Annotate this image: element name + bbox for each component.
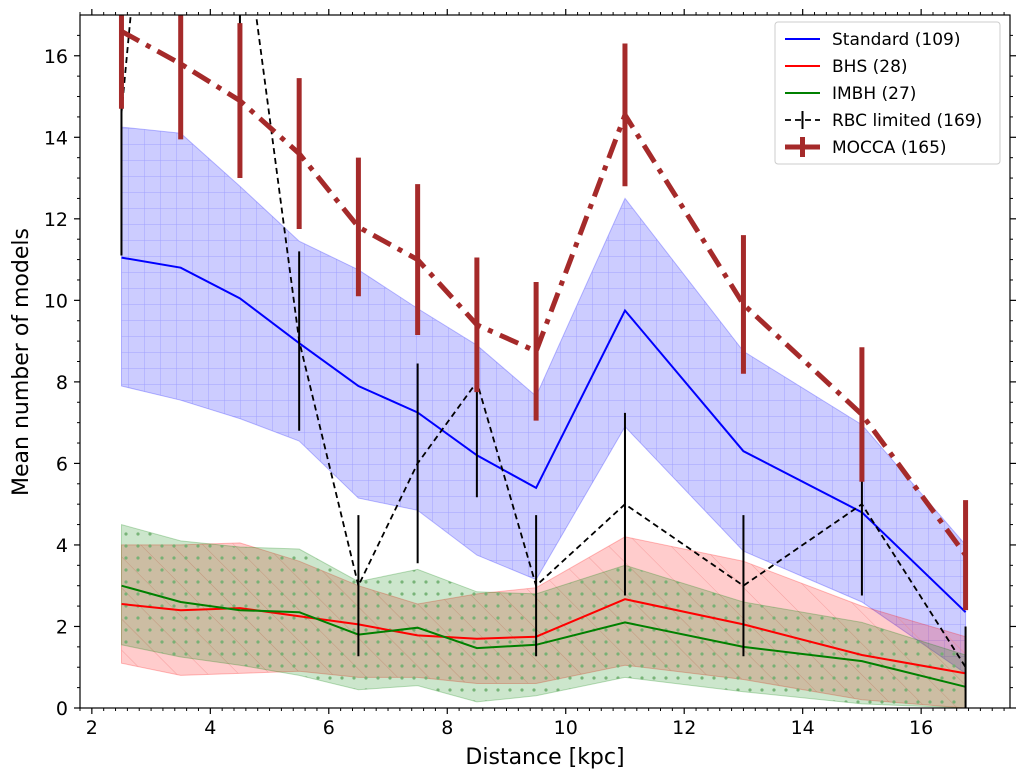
imbh-line <box>121 584 966 688</box>
legend-entry-imbh: IMBH (27) <box>785 84 916 104</box>
legend-entry-mocca: MOCCA (165) <box>785 137 947 158</box>
legend-entry-bhs: BHS (28) <box>785 57 908 77</box>
y-tick-label: 4 <box>56 535 68 557</box>
legend-label: RBC limited (169) <box>832 111 982 131</box>
standard-band-hatch <box>121 127 966 674</box>
y-tick-label: 10 <box>44 290 68 312</box>
series-lines <box>120 15 967 688</box>
x-tick-label: 10 <box>554 717 578 739</box>
x-tick-label: 4 <box>204 717 216 739</box>
x-tick-label: 2 <box>86 717 98 739</box>
x-tick-label: 12 <box>672 717 696 739</box>
standard-line <box>121 256 967 613</box>
legend-entry-standard: Standard (109) <box>785 30 960 50</box>
legend-label: IMBH (27) <box>832 84 916 104</box>
x-axis-label: Distance [kpc] <box>465 745 624 770</box>
x-tick-label: 6 <box>323 717 335 739</box>
x-tick-label: 14 <box>791 717 815 739</box>
error-bars <box>118 15 969 708</box>
y-tick-label: 8 <box>56 372 68 394</box>
legend-box <box>774 21 1001 165</box>
legend-label: Standard (109) <box>832 30 960 50</box>
uncertainty-bands <box>121 126 967 708</box>
rbc-limited-line <box>120 15 967 668</box>
legend-entry-rbc: RBC limited (169) <box>785 111 982 131</box>
y-tick-label: 6 <box>56 453 68 475</box>
y-tick-label: 2 <box>56 616 68 638</box>
y-tick-label: 0 <box>56 698 68 720</box>
legend-label: BHS (28) <box>832 57 908 77</box>
imbh-band-hatch <box>121 524 966 708</box>
x-tick-label: 16 <box>909 717 933 739</box>
y-tick-label: 14 <box>44 127 68 149</box>
y-tick-label: 16 <box>44 46 68 68</box>
y-tick-label: 12 <box>44 209 68 231</box>
y-axis-label: Mean number of models <box>9 228 34 496</box>
mocca-line <box>120 29 968 557</box>
legend: Standard (109) BHS (28) IMBH (27) RBC limit… <box>774 21 1001 165</box>
legend-label: MOCCA (165) <box>832 138 947 158</box>
x-tick-label: 8 <box>441 717 453 739</box>
